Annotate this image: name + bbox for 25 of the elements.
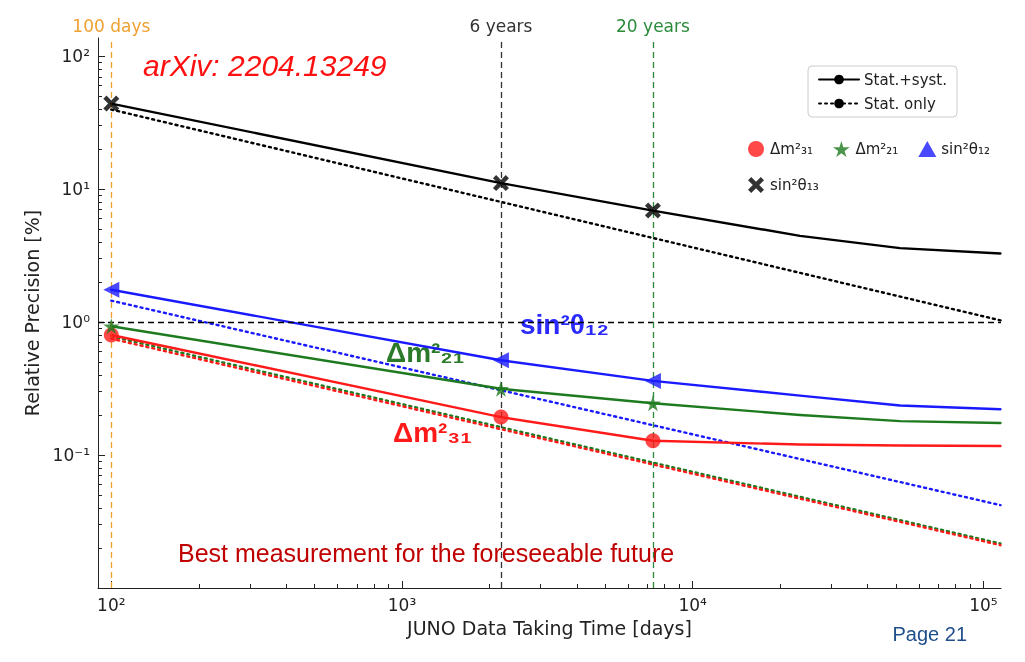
y-tick-label: 10⁻¹ bbox=[52, 445, 90, 466]
y-axis-title: Relative Precision [%] bbox=[21, 209, 44, 417]
y-tick-label: 10¹ bbox=[61, 179, 90, 200]
annotation: arXiv: 2204.13249 bbox=[143, 48, 387, 82]
ref-line-label: 100 days bbox=[72, 15, 151, 36]
legend-label: sin²θ₁₃ bbox=[770, 176, 819, 194]
x-tick-label: 10³ bbox=[387, 594, 417, 615]
annotation: Δm²₃₁ bbox=[393, 416, 472, 448]
x-tick-label: 10⁵ bbox=[969, 594, 998, 615]
text: Page 21 bbox=[892, 623, 967, 645]
legend-label: Stat. only bbox=[864, 94, 936, 113]
legend-label: sin²θ₁₂ bbox=[941, 140, 991, 158]
x-tick-label: 10⁴ bbox=[678, 594, 708, 615]
y-tick-label: 10⁰ bbox=[61, 312, 91, 333]
legend-label: Δm²₃₁ bbox=[770, 140, 813, 158]
annotation: Best measurement for the foreseeable future bbox=[178, 538, 675, 567]
y-tick-label: 10² bbox=[61, 46, 90, 67]
x-axis-title: JUNO Data Taking Time [days] bbox=[406, 616, 692, 639]
legend-label: Δm²₂₁ bbox=[855, 140, 899, 158]
x-tick-label: 10² bbox=[97, 594, 126, 615]
ref-line-label: 6 years bbox=[469, 15, 533, 36]
legend-label: Stat.+syst. bbox=[864, 70, 947, 89]
ref-line-label: 20 years bbox=[616, 15, 690, 36]
annotation: Δm²₂₁ bbox=[386, 336, 465, 368]
annotation: sin²θ₁₂ bbox=[520, 308, 609, 340]
